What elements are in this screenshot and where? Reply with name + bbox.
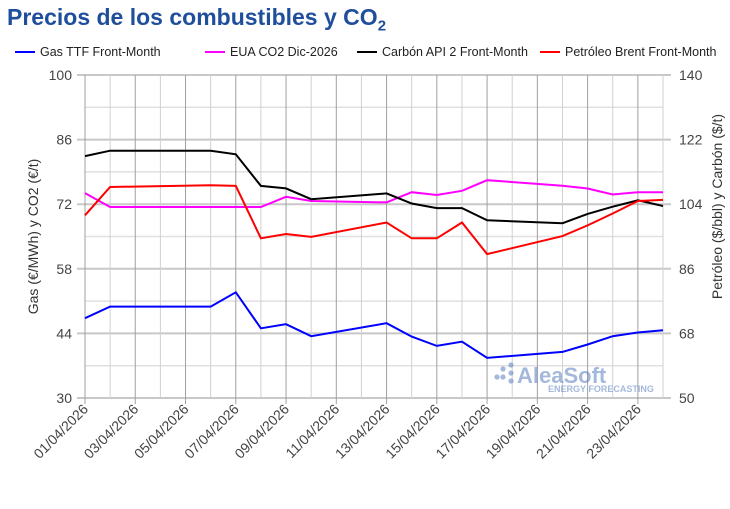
watermark-brand: AleaSoft (517, 363, 607, 388)
y-left-tick-label: 44 (56, 325, 72, 341)
watermark-dot (508, 378, 514, 384)
y-left-axis-title: Gas (€/MWh) y CO2 (€/t) (25, 159, 41, 315)
series-line-gas-ttf-front-month (84, 290, 664, 359)
watermark-tagline: ENERGY FORECASTING (548, 384, 654, 394)
watermark-dot (508, 362, 514, 368)
watermark-dot (508, 370, 514, 376)
y-right-tick-label: 122 (679, 132, 703, 148)
y-right-axis-title: Petróleo ($/bbl) y Carbón ($/t) (709, 114, 725, 299)
y-left-tick-label: 30 (56, 390, 72, 406)
y-left-tick-label: 100 (49, 67, 73, 83)
series-line-eua-co2-dic-2026 (84, 179, 663, 208)
y-right-tick-label: 50 (679, 390, 695, 406)
watermark-dot (494, 374, 500, 380)
y-left-tick-label: 72 (56, 196, 72, 212)
x-tick-label: 23/04/2026 (583, 401, 644, 462)
series-line-petr-leo-brent-front-month (84, 184, 664, 256)
y-right-tick-label: 86 (679, 261, 695, 277)
legend-label: EUA CO2 Dic-2026 (230, 45, 338, 59)
y-right-tick-label: 104 (679, 196, 703, 212)
y-right-tick-label: 140 (679, 67, 703, 83)
y-right-tick-label: 68 (679, 325, 695, 341)
legend-label: Gas TTF Front-Month (40, 45, 161, 59)
legend-label: Carbón API 2 Front-Month (382, 45, 528, 59)
chart-title: Precios de los combustibles y CO2 (7, 4, 387, 35)
y-left-tick-label: 86 (56, 132, 72, 148)
watermark-dot (500, 366, 506, 372)
y-left-tick-label: 58 (56, 261, 72, 277)
x-tick-label: 09/04/2026 (231, 401, 292, 462)
legend-label: Petróleo Brent Front-Month (565, 45, 717, 59)
watermark-dot (500, 374, 506, 380)
series-line-carb-n-api-2-front-month (84, 149, 664, 225)
